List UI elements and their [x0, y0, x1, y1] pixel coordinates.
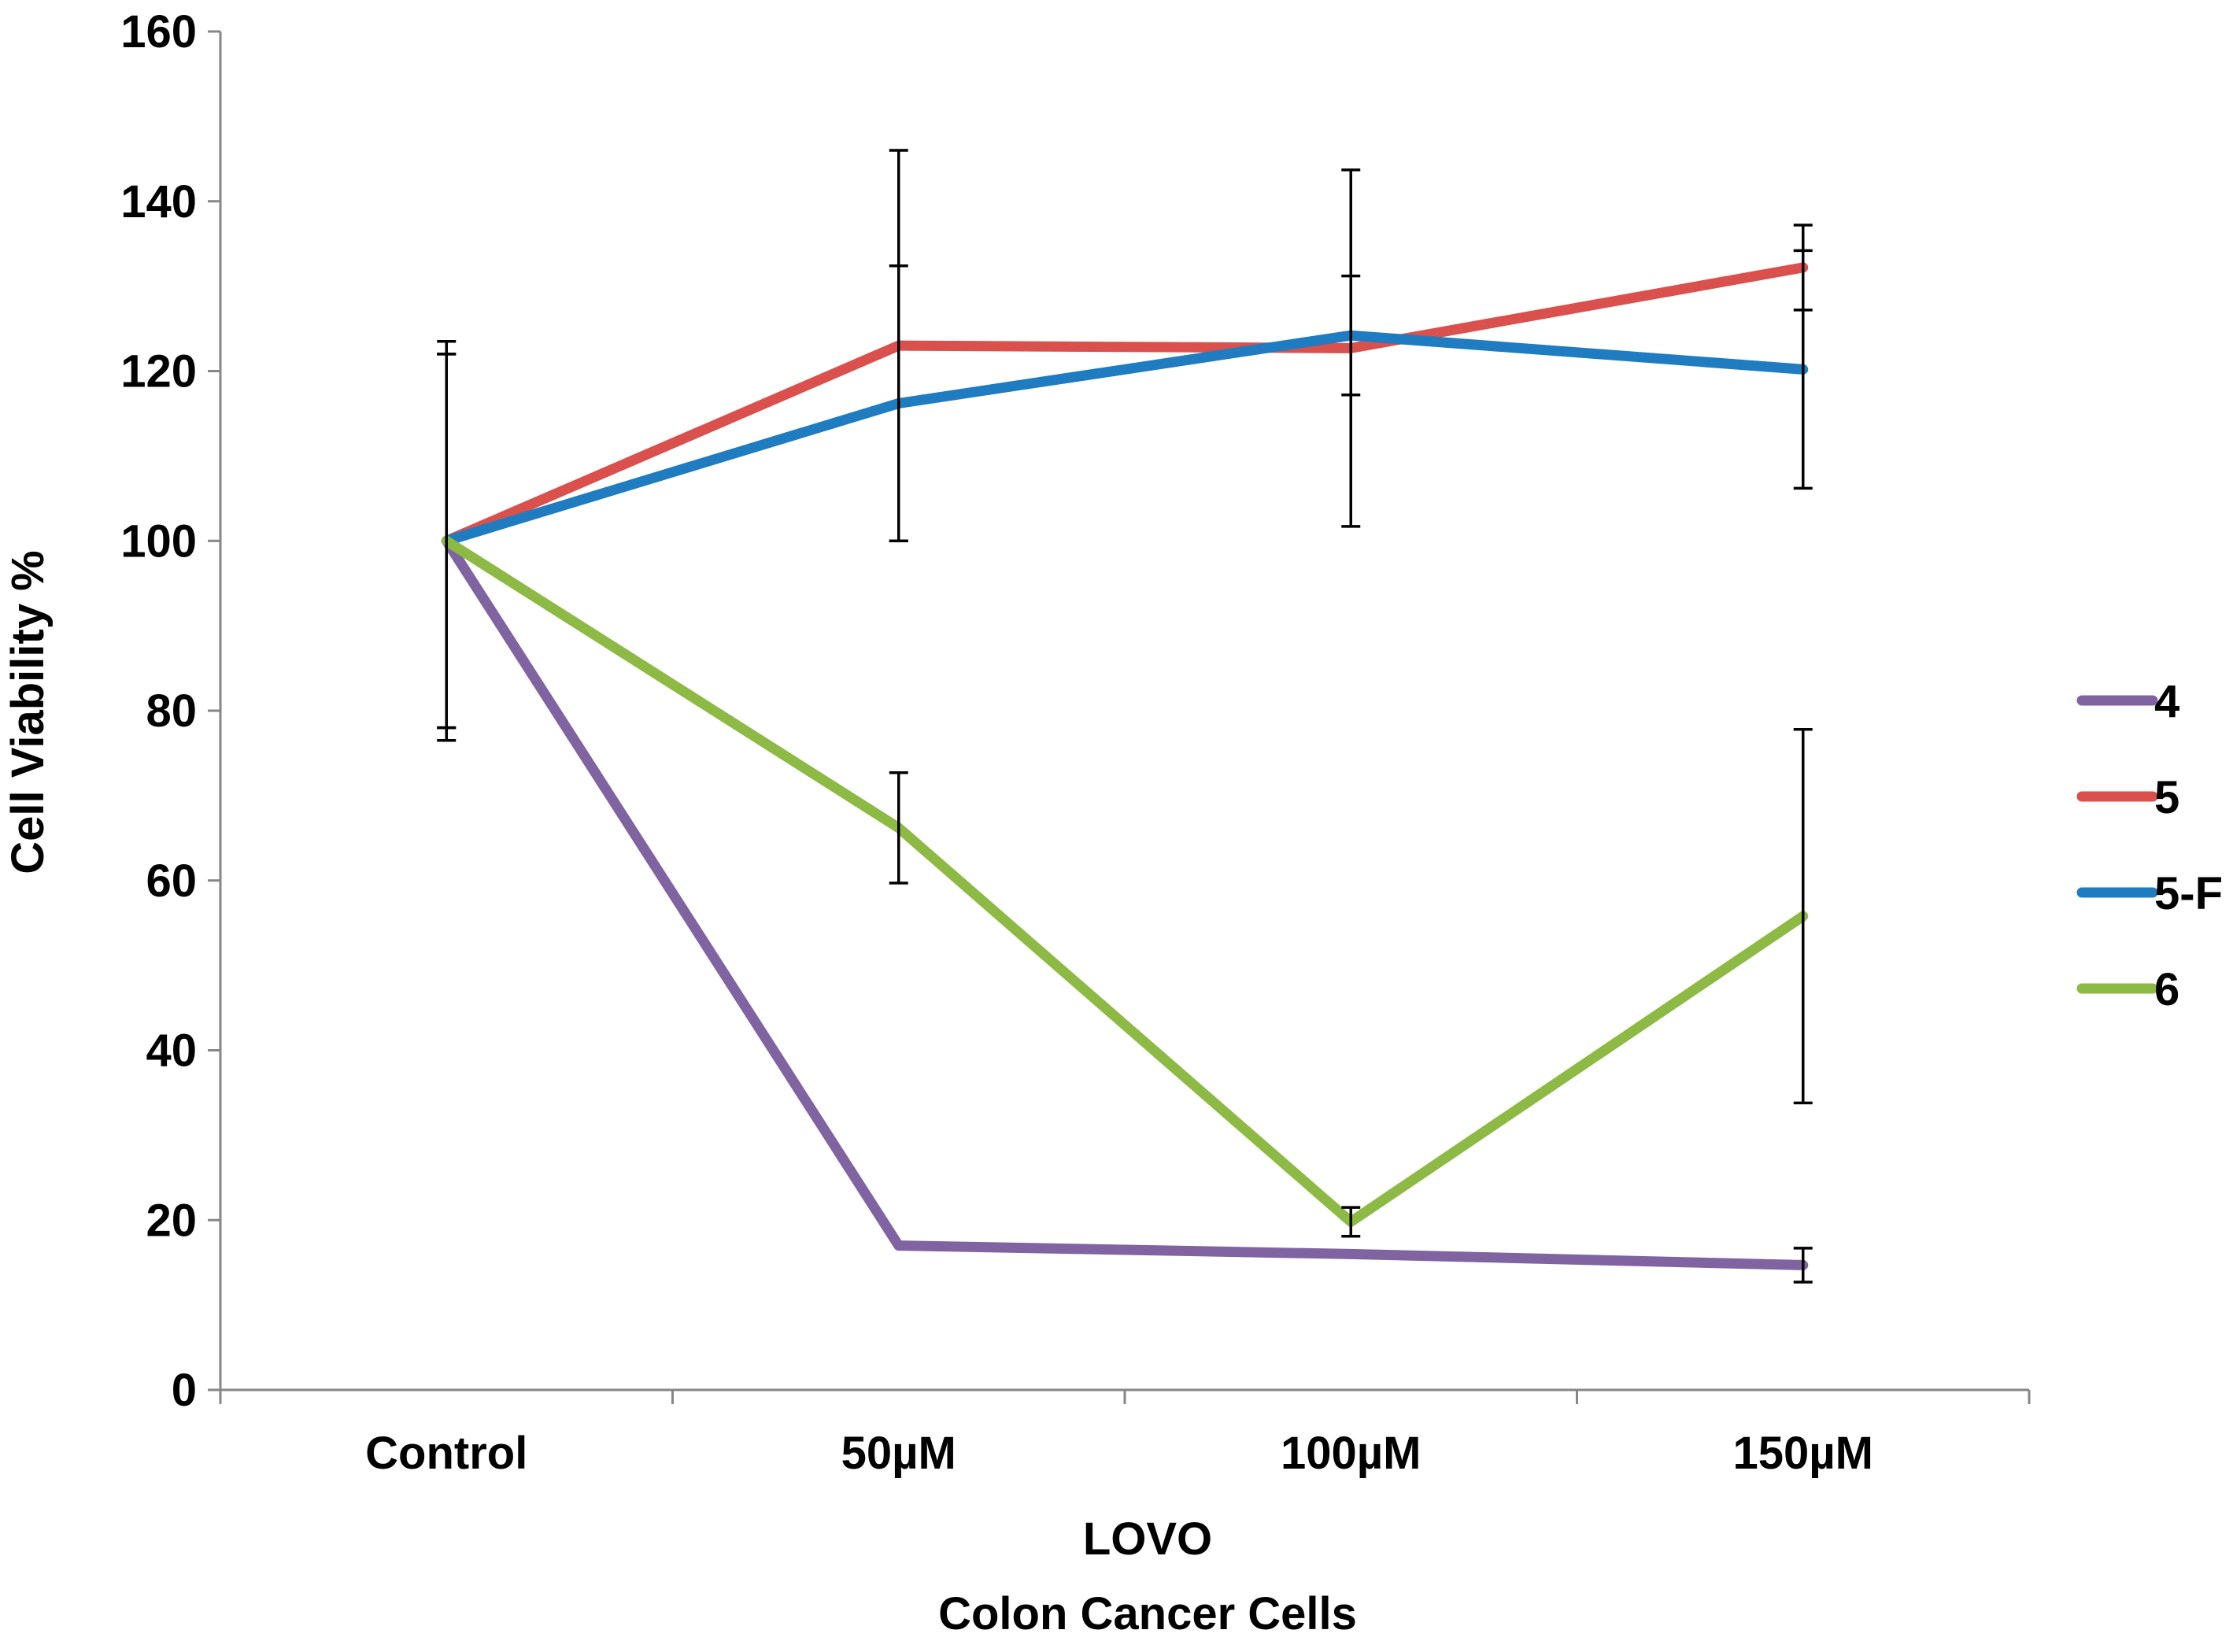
- series-line-5-F: [441, 330, 1809, 546]
- x-tick-label: 100µM: [1281, 1428, 1422, 1479]
- x-axis-title-line-2: Colon Cancer Cells: [938, 1588, 1357, 1639]
- y-tick-label: 100: [120, 516, 197, 567]
- legend-label-6: 6: [2154, 964, 2179, 1015]
- y-tick-label: 40: [146, 1026, 197, 1077]
- series-line-5: [441, 262, 1809, 546]
- y-axis-title: Cell Viability %: [2, 550, 54, 874]
- series-line-4: [441, 535, 1809, 1270]
- y-tick-label: 160: [120, 6, 197, 57]
- series-lines: [441, 262, 1809, 1270]
- y-tick-label: 0: [172, 1365, 197, 1416]
- tick-labels: 0 20 40 60 80 100 120 140 160 Control 50µM 100µM 150…: [120, 6, 1873, 1479]
- x-tick-label: 50µM: [841, 1428, 956, 1479]
- y-tick-label: 120: [120, 346, 197, 397]
- series-line-6: [441, 535, 1809, 1227]
- legend-label-5: 5: [2154, 772, 2179, 823]
- y-tick-label: 140: [120, 176, 197, 227]
- x-axis-title-line-1: LOVO: [1083, 1513, 1212, 1565]
- axes: [208, 30, 2031, 1404]
- x-tick-label: Control: [365, 1428, 527, 1479]
- x-tick-label: 150µM: [1732, 1428, 1873, 1479]
- legend-label-5-F: 5-F: [2154, 868, 2223, 919]
- y-tick-label: 60: [146, 856, 197, 907]
- y-tick-label: 80: [146, 686, 197, 737]
- legend: 4 5 5-F 6: [2076, 676, 2223, 1015]
- legend-label-4: 4: [2154, 676, 2179, 727]
- y-tick-label: 20: [146, 1195, 197, 1246]
- error-bars: [437, 149, 1813, 1284]
